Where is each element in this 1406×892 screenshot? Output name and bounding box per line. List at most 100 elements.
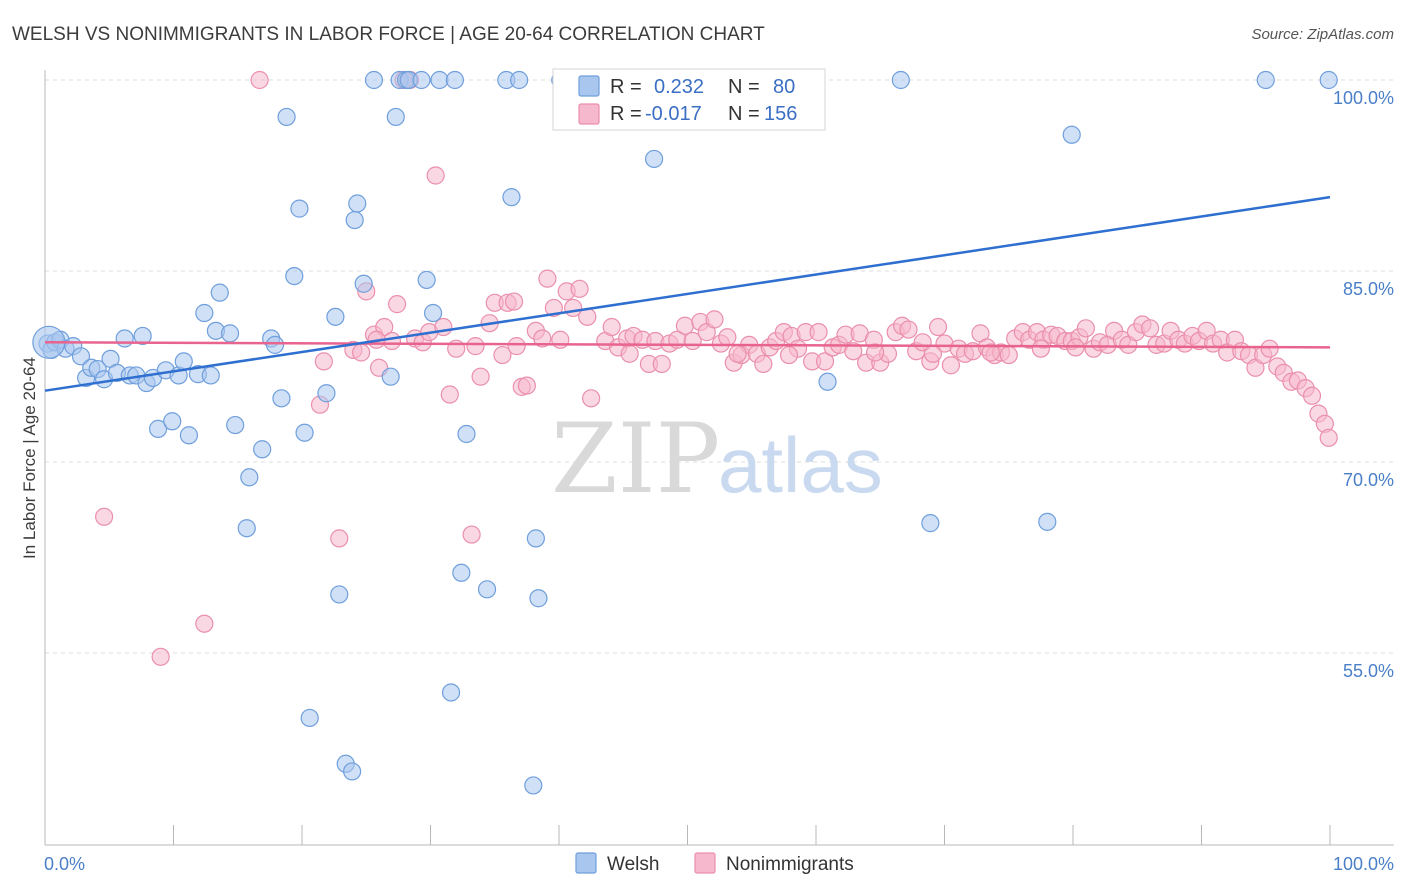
nonimmigrants-point <box>844 342 863 361</box>
legend-n-label-nonimmigrants: N = <box>728 103 760 125</box>
nonimmigrants-point <box>538 269 557 288</box>
series-legend-swatch-welsh <box>575 852 597 874</box>
welsh-point <box>1256 70 1275 90</box>
nonimmigrants-point <box>1076 319 1095 338</box>
welsh-point <box>524 776 543 795</box>
nonimmigrants-point <box>728 344 747 363</box>
nonimmigrants-trend-line <box>44 341 1331 349</box>
nonimmigrants-point <box>504 292 524 311</box>
series-legend: Welsh Nonimmigrants <box>575 852 854 875</box>
grid-lines <box>45 79 1394 654</box>
series-legend-label-welsh: Welsh <box>607 854 659 875</box>
legend-r-value-welsh: 0.232 <box>654 76 704 98</box>
welsh-point <box>210 283 229 302</box>
welsh-point <box>502 188 521 207</box>
y-tick-labels: 100.0% 85.0% 70.0% 55.0% <box>1333 88 1394 681</box>
welsh-point <box>445 70 465 90</box>
series-legend-swatch-nonimmigrants <box>694 852 716 874</box>
welsh-point <box>201 366 220 385</box>
nonimmigrants-point <box>426 166 445 185</box>
nonimmigrants-point <box>314 352 333 371</box>
nonimmigrants-point <box>779 345 799 365</box>
welsh-point <box>326 307 345 326</box>
welsh-point <box>452 563 471 582</box>
y-tick-label: 70.0% <box>1343 470 1394 490</box>
legend-n-value-nonimmigrants: 156 <box>764 103 797 125</box>
welsh-point <box>195 303 214 323</box>
welsh-point <box>226 415 245 435</box>
welsh-point <box>133 326 152 346</box>
legend-r-label-nonimmigrants: R = <box>610 103 642 125</box>
welsh-point <box>891 70 910 90</box>
nonimmigrants-point <box>1302 386 1322 405</box>
chart-source: Source: ZipAtlas.com <box>1251 26 1394 43</box>
nonimmigrants-point <box>195 614 214 633</box>
welsh-point <box>179 426 199 445</box>
welsh-point <box>290 199 309 218</box>
legend-r-label-welsh: R = <box>610 76 642 98</box>
welsh-point <box>348 194 367 213</box>
welsh-point <box>300 708 319 728</box>
nonimmigrants-point <box>330 529 349 548</box>
nonimmigrants-point <box>652 354 671 374</box>
correlation-legend: R = 0.232 N = 80 R = -0.017 N = 156 <box>552 68 826 131</box>
legend-swatch-nonimmigrants <box>578 103 600 125</box>
nonimmigrants-point <box>718 328 737 347</box>
welsh-point <box>510 70 529 90</box>
welsh-point <box>818 372 837 391</box>
welsh-point <box>526 529 545 548</box>
nonimmigrants-point <box>866 343 885 362</box>
nonimmigrants-points <box>95 70 1338 666</box>
welsh-point <box>441 683 461 702</box>
watermark-atlas: atlas <box>718 421 883 509</box>
nonimmigrants-point <box>440 385 459 404</box>
nonimmigrants-point <box>1140 319 1160 338</box>
welsh-point <box>115 329 134 348</box>
nonimmigrants-point <box>899 320 918 339</box>
welsh-point <box>285 266 304 286</box>
nonimmigrants-point <box>95 507 114 526</box>
welsh-point <box>423 303 443 323</box>
welsh-point <box>529 589 548 608</box>
x-tick-marks <box>173 825 1331 845</box>
welsh-point <box>220 324 240 343</box>
welsh-point <box>71 347 91 366</box>
nonimmigrants-point <box>620 344 639 363</box>
nonimmigrants-point <box>151 647 170 666</box>
welsh-point <box>343 762 362 781</box>
nonimmigrants-point <box>1319 428 1338 447</box>
nonimmigrants-point <box>582 389 601 408</box>
watermark-zip: ZIP <box>551 403 720 515</box>
x-tick-label-min: 0.0% <box>44 854 85 874</box>
series-legend-label-nonimmigrants: Nonimmigrants <box>726 854 854 875</box>
nonimmigrants-point <box>466 337 485 356</box>
welsh-point <box>381 367 400 386</box>
welsh-point <box>386 107 405 127</box>
welsh-point <box>1062 125 1081 144</box>
nonimmigrants-point <box>602 317 621 337</box>
nonimmigrants-point <box>507 337 526 356</box>
welsh-point <box>921 514 940 533</box>
nonimmigrants-point <box>387 295 407 314</box>
welsh-point <box>354 274 373 293</box>
nonimmigrants-point <box>551 330 570 349</box>
welsh-point <box>345 210 364 230</box>
nonimmigrants-point <box>809 323 828 342</box>
watermark: ZIP atlas <box>551 403 883 515</box>
welsh-point <box>277 107 296 127</box>
nonimmigrants-point <box>705 310 724 329</box>
y-axis-label: In Labor Force | Age 20-64 <box>20 357 39 559</box>
welsh-point <box>644 149 664 169</box>
welsh-point <box>477 580 497 599</box>
y-tick-label: 85.0% <box>1343 279 1394 299</box>
welsh-point <box>272 389 291 408</box>
nonimmigrants-point <box>754 354 773 374</box>
x-tick-label-max: 100.0% <box>1333 854 1394 874</box>
nonimmigrants-point <box>928 317 948 337</box>
welsh-point <box>457 424 476 444</box>
y-tick-label: 100.0% <box>1333 88 1394 108</box>
chart-title: WELSH VS NONIMMIGRANTS IN LABOR FORCE | … <box>12 24 765 45</box>
nonimmigrants-point <box>352 343 371 362</box>
welsh-point <box>417 270 436 290</box>
